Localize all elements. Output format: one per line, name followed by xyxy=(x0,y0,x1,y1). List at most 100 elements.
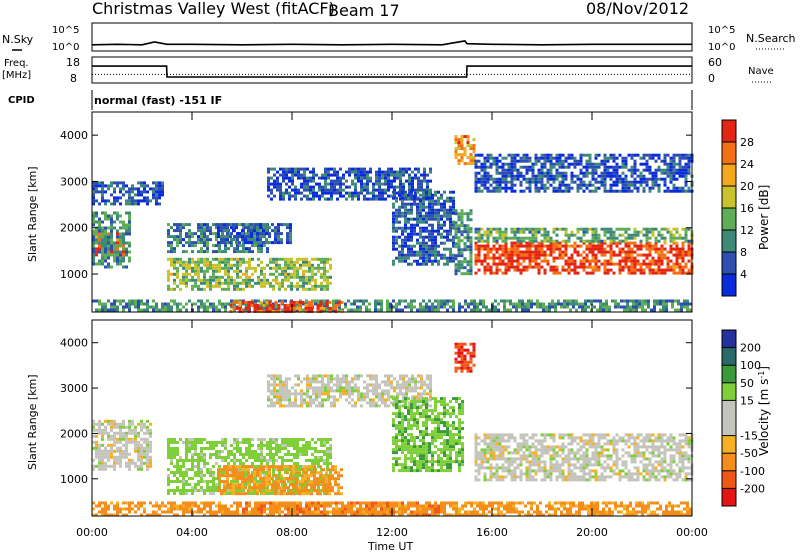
heatmap-cell xyxy=(466,236,470,240)
heatmap-cell xyxy=(170,272,173,276)
heatmap-cell xyxy=(678,253,682,257)
heatmap-cell xyxy=(170,489,173,492)
heatmap-cell xyxy=(558,159,562,163)
heatmap-cell xyxy=(128,196,131,200)
heatmap-cell xyxy=(564,250,568,254)
heatmap-cell xyxy=(366,188,369,192)
heatmap-cell xyxy=(306,197,309,201)
heatmap-cell xyxy=(480,233,484,237)
heatmap-cell xyxy=(603,171,607,175)
heatmap-cell xyxy=(101,187,104,191)
heatmap-cell xyxy=(275,450,278,453)
heatmap-cell xyxy=(516,236,520,240)
heatmap-cell xyxy=(434,299,437,303)
heatmap-cell xyxy=(603,250,607,254)
heatmap-cell xyxy=(657,189,661,193)
heatmap-cell xyxy=(662,299,665,303)
heatmap-cell xyxy=(167,456,170,459)
heatmap-cell xyxy=(486,233,490,237)
heatmap-cell xyxy=(404,305,407,309)
heatmap-cell xyxy=(573,247,577,251)
heatmap-cell xyxy=(579,265,583,269)
heatmap-cell xyxy=(504,168,508,172)
heatmap-cell xyxy=(257,278,260,282)
heatmap-cell xyxy=(302,438,305,441)
heatmap-cell xyxy=(260,272,263,276)
heatmap-cell xyxy=(648,241,652,245)
heatmap-cell xyxy=(463,257,467,261)
heatmap-cell xyxy=(179,235,182,239)
heatmap-cell xyxy=(558,227,562,231)
heatmap-cell xyxy=(660,168,664,172)
heatmap-cell xyxy=(603,162,607,166)
heatmap-cell xyxy=(317,269,320,273)
heatmap-cell xyxy=(629,299,632,303)
heatmap-cell xyxy=(467,302,470,306)
heatmap-cell xyxy=(591,239,595,243)
heatmap-cell xyxy=(597,165,601,169)
heatmap-cell xyxy=(320,260,323,264)
heatmap-cell xyxy=(206,266,209,270)
heatmap-cell xyxy=(137,199,140,203)
heatmap-cell xyxy=(229,235,232,239)
heatmap-cell xyxy=(680,302,683,306)
heatmap-cell xyxy=(525,227,529,231)
heatmap-cell xyxy=(466,162,470,166)
heatmap-cell xyxy=(257,275,260,279)
heatmap-cell xyxy=(226,229,229,233)
heatmap-cell xyxy=(460,266,464,270)
heatmap-cell xyxy=(540,186,544,190)
heatmap-cell xyxy=(466,156,470,160)
heatmap-cell xyxy=(241,300,245,304)
heatmap-cell xyxy=(507,180,511,184)
heatmap-cell xyxy=(594,233,598,237)
heatmap-cell xyxy=(534,153,538,157)
heatmap-cell xyxy=(296,275,299,279)
heatmap-cell xyxy=(434,208,437,212)
heatmap-cell xyxy=(317,266,320,270)
heatmap-cell xyxy=(449,220,452,224)
heatmap-cell xyxy=(302,287,305,291)
heatmap-cell xyxy=(627,186,631,190)
heatmap-cell xyxy=(149,443,152,447)
heatmap-cell xyxy=(570,253,574,257)
heatmap-cell xyxy=(534,159,538,163)
heatmap-cell xyxy=(576,253,580,257)
heatmap-cell xyxy=(173,302,176,306)
heatmap-cell xyxy=(317,263,320,267)
heatmap-cell xyxy=(269,266,272,270)
heatmap-cell xyxy=(446,262,449,266)
heatmap-cell xyxy=(282,170,285,174)
heatmap-cell xyxy=(104,425,107,429)
heatmap-cell xyxy=(289,300,293,304)
heatmap-cell xyxy=(528,186,532,190)
heatmap-cell xyxy=(140,308,143,312)
heatmap-cell xyxy=(221,260,224,264)
heatmap-cell xyxy=(260,269,263,273)
heatmap-cell xyxy=(140,467,143,471)
heatmap-cell xyxy=(413,199,416,203)
heatmap-cell xyxy=(119,181,122,185)
heatmap-cell xyxy=(477,230,481,234)
heatmap-cell xyxy=(173,235,176,239)
heatmap-cell xyxy=(422,256,425,260)
heatmap-cell xyxy=(479,299,482,303)
heatmap-cell xyxy=(128,223,131,227)
heatmap-cell xyxy=(197,226,200,230)
heatmap-cell xyxy=(466,239,470,243)
heatmap-cell xyxy=(194,441,197,444)
heatmap-cell xyxy=(561,227,565,231)
heatmap-cell xyxy=(275,444,278,447)
heatmap-cell xyxy=(666,189,670,193)
heatmap-cell xyxy=(549,174,553,178)
heatmap-cell xyxy=(271,223,274,227)
heatmap-cell xyxy=(113,431,116,435)
heatmap-cell xyxy=(277,235,280,239)
heatmap-cell xyxy=(633,271,637,275)
heatmap-cell xyxy=(434,241,437,245)
heatmap-cell xyxy=(437,253,440,257)
heatmap-cell xyxy=(492,156,496,160)
heatmap-cell xyxy=(209,278,212,282)
heatmap-cell xyxy=(273,194,276,198)
heatmap-cell xyxy=(254,459,257,462)
